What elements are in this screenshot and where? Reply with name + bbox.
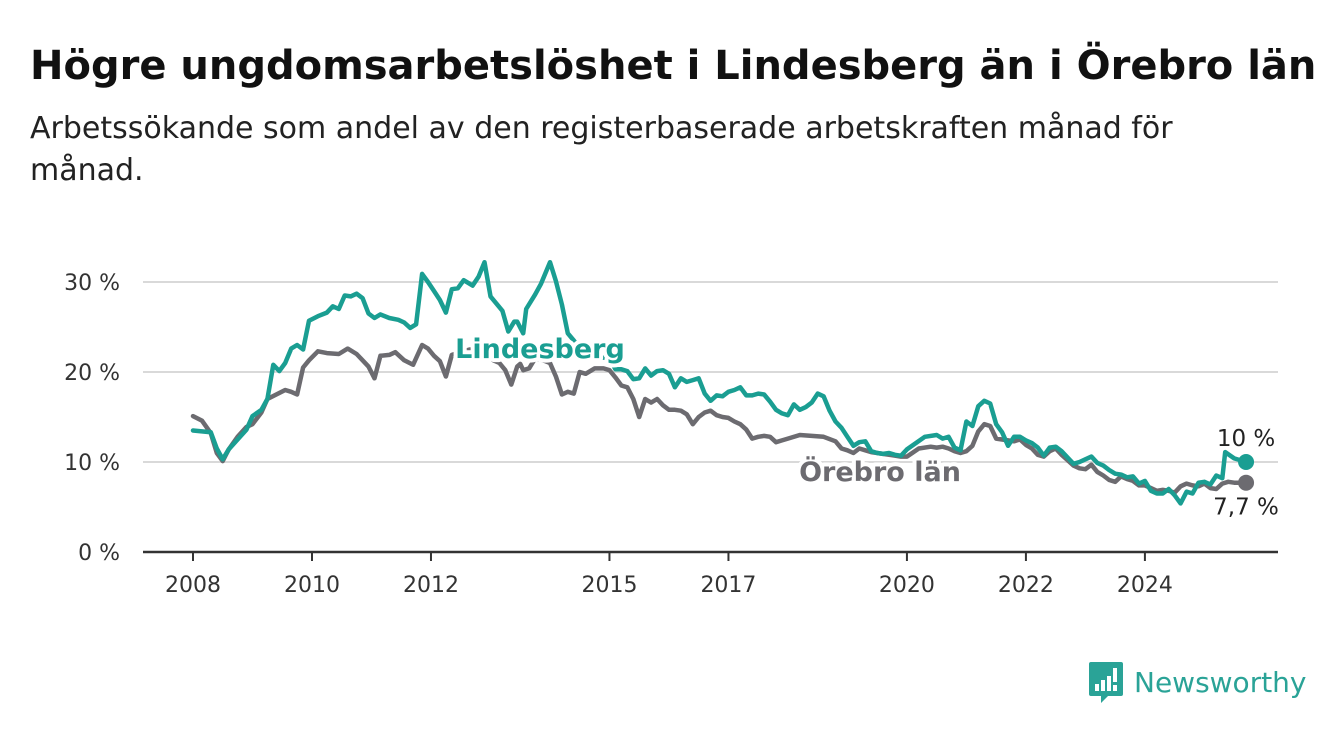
brand-name: Newsworthy <box>1134 665 1307 699</box>
x-tick-label: 2020 <box>879 573 935 598</box>
x-tick-label: 2015 <box>581 573 637 598</box>
series-endpoint <box>1238 454 1255 470</box>
chart-subtitle: Arbetssökande som andel av den registerb… <box>30 111 1173 188</box>
x-tick-label: 2012 <box>403 573 459 598</box>
series-label-halo: Lindesberg <box>455 334 625 365</box>
chart-title: Högre ungdomsarbetslöshet i Lindesberg ä… <box>30 43 1317 89</box>
y-tick-label: 20 % <box>64 361 120 386</box>
newsworthy-brand[interactable]: Newsworthy <box>1088 660 1307 704</box>
y-tick-label: 10 % <box>64 451 120 476</box>
value-label-halo: 10 % <box>1217 426 1275 452</box>
value-label-halo: 7,7 % <box>1213 495 1279 521</box>
series-label: Örebro län <box>799 455 961 488</box>
newsworthy-logo-icon <box>1089 662 1123 703</box>
series-line <box>190 341 1249 495</box>
x-tick-label: 2010 <box>284 573 340 598</box>
y-tick-label: 0 % <box>78 541 120 566</box>
x-tick-label: 2022 <box>998 573 1054 598</box>
series-line <box>190 259 1249 506</box>
value-label: 10 % <box>1217 426 1275 452</box>
x-tick-label: 2008 <box>165 573 221 598</box>
y-tick-label: 30 % <box>64 271 120 296</box>
x-tick-label: 2024 <box>1117 573 1173 598</box>
series-label-halo: Örebro län <box>799 455 961 488</box>
series-label: Lindesberg <box>455 334 625 365</box>
series-endpoint <box>1238 474 1255 491</box>
value-label: 7,7 % <box>1213 495 1279 521</box>
x-tick-label: 2017 <box>700 573 756 598</box>
